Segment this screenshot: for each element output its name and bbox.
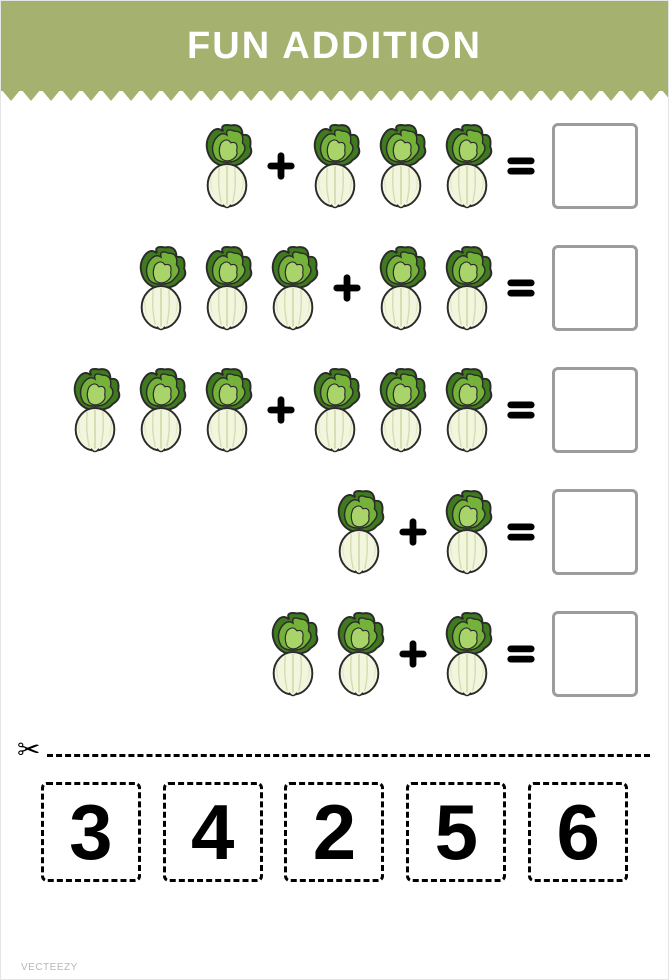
lettuce-icon xyxy=(438,487,496,577)
lettuce-icon xyxy=(132,243,190,333)
number-tile[interactable]: 5 xyxy=(406,782,506,882)
equals-icon xyxy=(504,393,538,427)
problem-row xyxy=(31,116,638,216)
plus-icon xyxy=(396,637,430,671)
plus-icon xyxy=(396,515,430,549)
number-tile[interactable]: 3 xyxy=(41,782,141,882)
plus-icon xyxy=(264,149,298,183)
lettuce-icon xyxy=(198,121,256,211)
lettuce-icon xyxy=(330,487,388,577)
cut-line: ✂ xyxy=(19,740,650,768)
lettuce-icon xyxy=(438,243,496,333)
answer-box[interactable] xyxy=(552,245,638,331)
lettuce-icon xyxy=(132,365,190,455)
equals-icon xyxy=(504,149,538,183)
problems-area xyxy=(1,91,668,736)
lettuce-icon xyxy=(306,121,364,211)
lettuce-icon xyxy=(438,609,496,699)
watermark: VECTEEZY xyxy=(21,962,78,973)
answer-box[interactable] xyxy=(552,123,638,209)
number-tile-label: 3 xyxy=(69,793,112,871)
zigzag-border xyxy=(1,89,668,101)
lettuce-icon xyxy=(372,121,430,211)
lettuce-icon xyxy=(198,243,256,333)
number-strip: 3 4 2 56 xyxy=(1,776,668,902)
answer-box[interactable] xyxy=(552,489,638,575)
number-tile[interactable]: 2 xyxy=(284,782,384,882)
lettuce-icon xyxy=(438,121,496,211)
problem-row xyxy=(31,482,638,582)
number-tile-label: 5 xyxy=(435,793,478,871)
lettuce-icon xyxy=(438,365,496,455)
equals-icon xyxy=(504,637,538,671)
lettuce-icon xyxy=(198,365,256,455)
lettuce-icon xyxy=(330,609,388,699)
number-tile[interactable]: 4 xyxy=(163,782,263,882)
lettuce-icon xyxy=(264,243,322,333)
lettuce-icon xyxy=(372,365,430,455)
problem-row xyxy=(31,604,638,704)
page-title: FUN ADDITION xyxy=(187,25,482,68)
lettuce-icon xyxy=(372,243,430,333)
answer-box[interactable] xyxy=(552,611,638,697)
number-tile-label: 6 xyxy=(556,793,599,871)
problem-row xyxy=(31,360,638,460)
equals-icon xyxy=(504,271,538,305)
header: FUN ADDITION xyxy=(1,1,668,91)
lettuce-icon xyxy=(264,609,322,699)
equals-icon xyxy=(504,515,538,549)
number-tile[interactable]: 6 xyxy=(528,782,628,882)
plus-icon xyxy=(264,393,298,427)
lettuce-icon xyxy=(306,365,364,455)
scissors-icon: ✂ xyxy=(17,736,40,764)
number-tile-label: 4 xyxy=(191,793,234,871)
problem-row xyxy=(31,238,638,338)
number-tile-label: 2 xyxy=(313,793,356,871)
answer-box[interactable] xyxy=(552,367,638,453)
plus-icon xyxy=(330,271,364,305)
lettuce-icon xyxy=(66,365,124,455)
